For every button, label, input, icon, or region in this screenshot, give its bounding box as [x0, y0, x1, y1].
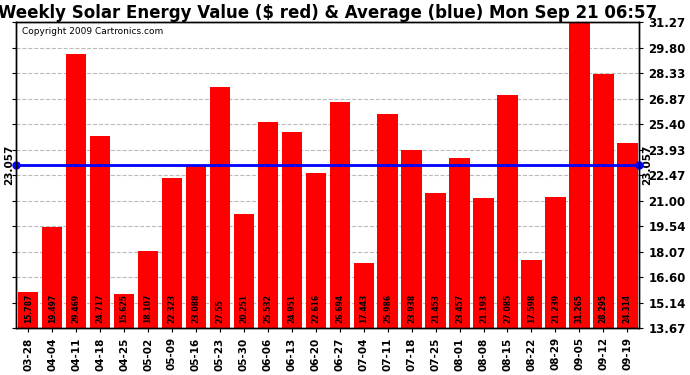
- Bar: [282, 132, 302, 328]
- Text: 23.057: 23.057: [4, 145, 14, 185]
- Bar: [497, 95, 518, 328]
- Text: 23.057: 23.057: [642, 145, 651, 185]
- Bar: [257, 122, 278, 328]
- Text: 22.616: 22.616: [311, 294, 320, 323]
- Text: 21.239: 21.239: [551, 294, 560, 323]
- Text: 28.295: 28.295: [599, 294, 608, 323]
- Text: 20.251: 20.251: [239, 294, 248, 323]
- Bar: [545, 197, 566, 328]
- Title: Weekly Solar Energy Value ($ red) & Average (blue) Mon Sep 21 06:57: Weekly Solar Energy Value ($ red) & Aver…: [0, 4, 658, 22]
- Bar: [569, 22, 589, 328]
- Bar: [377, 114, 398, 328]
- Text: 21.193: 21.193: [479, 294, 488, 323]
- Text: 17.598: 17.598: [527, 294, 536, 323]
- Bar: [138, 251, 158, 328]
- Text: 23.938: 23.938: [407, 294, 416, 323]
- Text: 27.55: 27.55: [215, 299, 224, 323]
- Text: 15.787: 15.787: [23, 294, 32, 323]
- Bar: [90, 136, 110, 328]
- Text: 27.085: 27.085: [503, 294, 512, 323]
- Bar: [306, 173, 326, 328]
- Text: 17.443: 17.443: [359, 294, 368, 323]
- Text: 21.453: 21.453: [431, 294, 440, 323]
- Bar: [593, 74, 613, 328]
- Text: 19.497: 19.497: [48, 294, 57, 323]
- Text: 31.265: 31.265: [575, 294, 584, 323]
- Bar: [402, 150, 422, 328]
- Bar: [162, 178, 182, 328]
- Bar: [330, 102, 350, 328]
- Text: 24.717: 24.717: [96, 294, 105, 323]
- Bar: [449, 158, 470, 328]
- Bar: [210, 87, 230, 328]
- Text: 23.457: 23.457: [455, 294, 464, 323]
- Text: 24.314: 24.314: [623, 294, 632, 323]
- Text: 24.951: 24.951: [287, 294, 296, 323]
- Text: 25.986: 25.986: [383, 294, 392, 323]
- Bar: [473, 198, 494, 328]
- Bar: [234, 214, 254, 328]
- Text: 22.323: 22.323: [168, 294, 177, 323]
- Bar: [353, 263, 374, 328]
- Bar: [521, 260, 542, 328]
- Text: 15.625: 15.625: [119, 294, 128, 323]
- Bar: [66, 54, 86, 328]
- Bar: [186, 165, 206, 328]
- Text: 29.469: 29.469: [72, 294, 81, 323]
- Bar: [18, 291, 39, 328]
- Text: 25.532: 25.532: [264, 294, 273, 323]
- Bar: [114, 294, 135, 328]
- Bar: [42, 227, 62, 328]
- Bar: [426, 193, 446, 328]
- Text: 23.088: 23.088: [191, 294, 201, 323]
- Bar: [617, 143, 638, 328]
- Text: 18.107: 18.107: [144, 294, 152, 323]
- Text: Copyright 2009 Cartronics.com: Copyright 2009 Cartronics.com: [23, 27, 164, 36]
- Text: 26.694: 26.694: [335, 294, 344, 323]
